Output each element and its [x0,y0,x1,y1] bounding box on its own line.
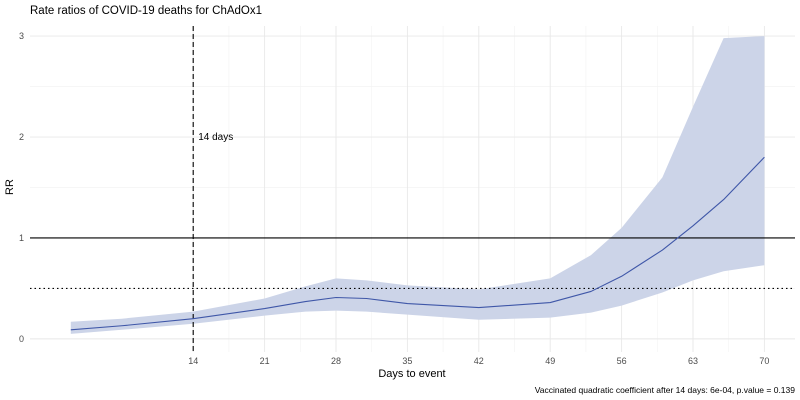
series-line [70,156,765,331]
y-tick-label: 3 [19,31,24,41]
y-axis: 0 1 2 3 [19,31,24,344]
y-tick-label: 1 [19,233,24,243]
x-axis-title: Days to event [378,368,445,380]
confidence-band [70,36,765,334]
x-tick-label: 14 [188,356,198,366]
y-tick-label: 2 [19,132,24,142]
x-tick-label: 49 [545,356,555,366]
confidence-band-area [70,36,765,334]
series [70,156,765,331]
y-tick-label: 0 [19,334,24,344]
x-tick-label: 21 [260,356,270,366]
x-tick-label: 56 [617,356,627,366]
reference-lines [30,26,795,352]
y-axis-title: RR [4,179,16,195]
x-tick-label: 28 [331,356,341,366]
reference-line-label: 14 days [198,132,233,143]
chart-title: Rate ratios of COVID-19 deaths for ChAdO… [30,5,262,17]
x-tick-label: 42 [474,356,484,366]
x-tick-label: 35 [402,356,412,366]
annotations: 14 days [198,132,233,143]
chart-caption: Vaccinated quadratic coefficient after 1… [535,385,796,395]
x-axis: 14 21 28 35 42 49 56 63 70 [188,356,769,366]
x-tick-label: 63 [688,356,698,366]
x-tick-label: 70 [759,356,769,366]
